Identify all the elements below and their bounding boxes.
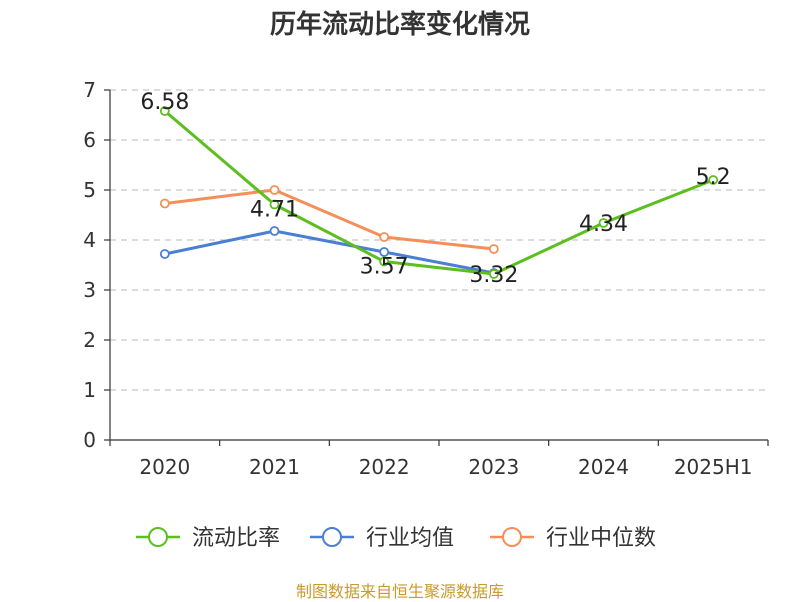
y-tick-label: 1	[83, 378, 96, 402]
data-labels: 6.58 4.71 3.57 3.32 4.34 5.2	[140, 90, 730, 288]
x-tick-label: 2020	[139, 455, 190, 479]
data-point	[269, 226, 280, 236]
legend-label: 流动比率	[192, 526, 280, 551]
legend-label: 行业均值	[366, 526, 454, 551]
y-tick-label: 7	[83, 78, 96, 102]
data-label: 5.2	[696, 165, 731, 190]
legend-item-2: 行业中位数	[490, 526, 656, 551]
data-label: 3.32	[469, 263, 518, 288]
data-label: 4.34	[579, 212, 628, 237]
data-point	[488, 244, 499, 254]
series-line	[164, 229, 495, 275]
axes: 0 1 2 3 4 5 6 7 2020 2021 2022 2023 2024 2025H1	[83, 78, 769, 479]
data-point	[159, 106, 170, 116]
data-label: 3.57	[360, 255, 409, 280]
data-point	[379, 247, 390, 257]
x-tick-label: 2022	[359, 455, 410, 479]
data-point	[159, 198, 170, 209]
data-point	[269, 185, 280, 195]
legend-item-1: 行业均值	[310, 526, 454, 551]
series-layer	[159, 106, 719, 279]
grid-lines	[110, 89, 768, 391]
x-tick-label: 2023	[468, 455, 519, 479]
chart-title: 历年流动比率变化情况	[269, 10, 530, 40]
series-0	[159, 106, 719, 279]
data-point	[379, 256, 390, 267]
legend-marker	[502, 527, 522, 547]
data-point	[598, 218, 609, 228]
legend-marker	[148, 527, 168, 547]
legend: 流动比率 行业均值 行业中位数	[136, 526, 656, 551]
x-tick-label: 2021	[249, 455, 300, 479]
source-note: 制图数据来自恒生聚源数据库	[295, 582, 504, 601]
y-tick-label: 4	[83, 228, 96, 252]
legend-item-0: 流动比率	[136, 526, 280, 551]
data-label: 4.71	[250, 198, 299, 223]
legend-label: 行业中位数	[546, 526, 656, 551]
data-label: 6.58	[140, 90, 189, 115]
x-tick-label: 2025H1	[674, 455, 753, 479]
legend-marker	[322, 527, 342, 547]
y-tick-label: 5	[83, 178, 96, 202]
series-2	[159, 185, 499, 254]
y-tick-label: 3	[83, 278, 96, 302]
data-point	[708, 175, 719, 185]
series-line	[163, 109, 714, 276]
data-point	[159, 249, 170, 259]
data-point	[379, 232, 390, 242]
x-tick-label: 2024	[578, 455, 629, 479]
data-point	[269, 199, 280, 210]
y-tick-label: 0	[83, 428, 96, 452]
y-tick-label: 2	[83, 328, 96, 352]
series-line	[164, 188, 494, 251]
data-point	[488, 269, 499, 279]
y-tick-label: 6	[83, 128, 96, 152]
